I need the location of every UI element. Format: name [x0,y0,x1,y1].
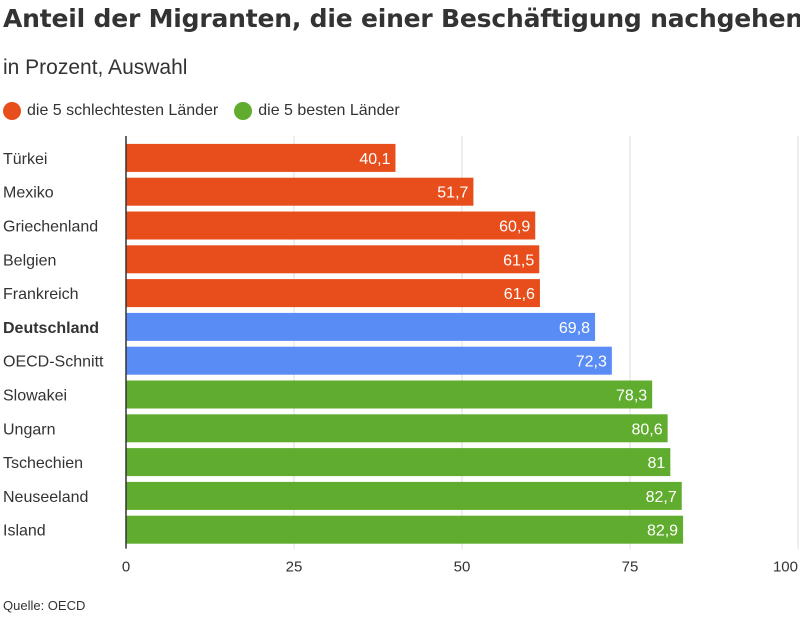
category-label-6: OECD-Schnitt [3,354,104,371]
bar-4 [126,279,540,308]
category-label-7: Slowakei [3,388,67,405]
category-label-1: Mexiko [3,185,54,202]
category-label-3: Belgien [3,252,56,269]
bar-3 [126,245,540,274]
legend-label-best: die 5 besten Länder [258,102,400,119]
bar-chart: Türkei 40,1 Mexiko 51,7 Griechenland 60,9 Belg… [3,136,799,576]
chart-title: Anteil der Migranten, die einer Beschäft… [3,4,800,33]
x-tick-label-50: 50 [454,559,471,576]
x-tick-label-75: 75 [622,559,639,576]
value-label-7: 78,3 [616,388,647,405]
value-label-9: 81 [648,455,666,472]
chart-subtitle: in Prozent, Auswahl [3,56,188,79]
value-label-11: 82,9 [647,523,678,540]
x-tick-label-25: 25 [286,559,303,576]
bar-8 [126,414,668,443]
value-label-8: 80,6 [631,421,662,438]
value-label-0: 40,1 [359,151,390,168]
chart-legend: die 5 schlechtesten Länder die 5 besten … [3,99,416,123]
value-label-2: 60,9 [499,219,530,236]
bar-5 [126,312,596,341]
category-label-9: Tschechien [3,455,83,472]
category-label-5: Deutschland [3,320,99,337]
x-tick-label-100: 100 [773,559,798,576]
bar-6 [126,346,612,375]
value-label-10: 82,7 [646,489,677,506]
category-label-11: Island [3,523,46,540]
category-label-10: Neuseeland [3,489,88,506]
legend-label-worst: die 5 schlechtesten Länder [27,102,219,119]
value-label-6: 72,3 [576,354,607,371]
category-label-0: Türkei [3,151,47,168]
category-label-4: Frankreich [3,286,79,303]
bar-11 [126,515,684,544]
source-note: Quelle: OECD [3,598,86,613]
bar-1 [126,177,474,206]
category-label-8: Ungarn [3,421,55,438]
bar-2 [126,211,536,240]
bar-7 [126,380,653,409]
legend-item-worst: die 5 schlechtesten Länder [3,102,218,120]
legend-marker-best [234,102,253,120]
legend-item-best: die 5 besten Länder [234,102,400,120]
value-label-4: 61,6 [504,286,535,303]
value-label-5: 69,8 [559,320,590,337]
bar-9 [126,448,671,477]
value-label-3: 61,5 [503,252,534,269]
bar-0 [126,143,396,172]
x-tick-label-0: 0 [122,559,130,576]
bar-10 [126,481,682,510]
value-label-1: 51,7 [437,185,468,202]
legend-marker-worst [3,102,21,120]
category-label-2: Griechenland [3,219,98,236]
